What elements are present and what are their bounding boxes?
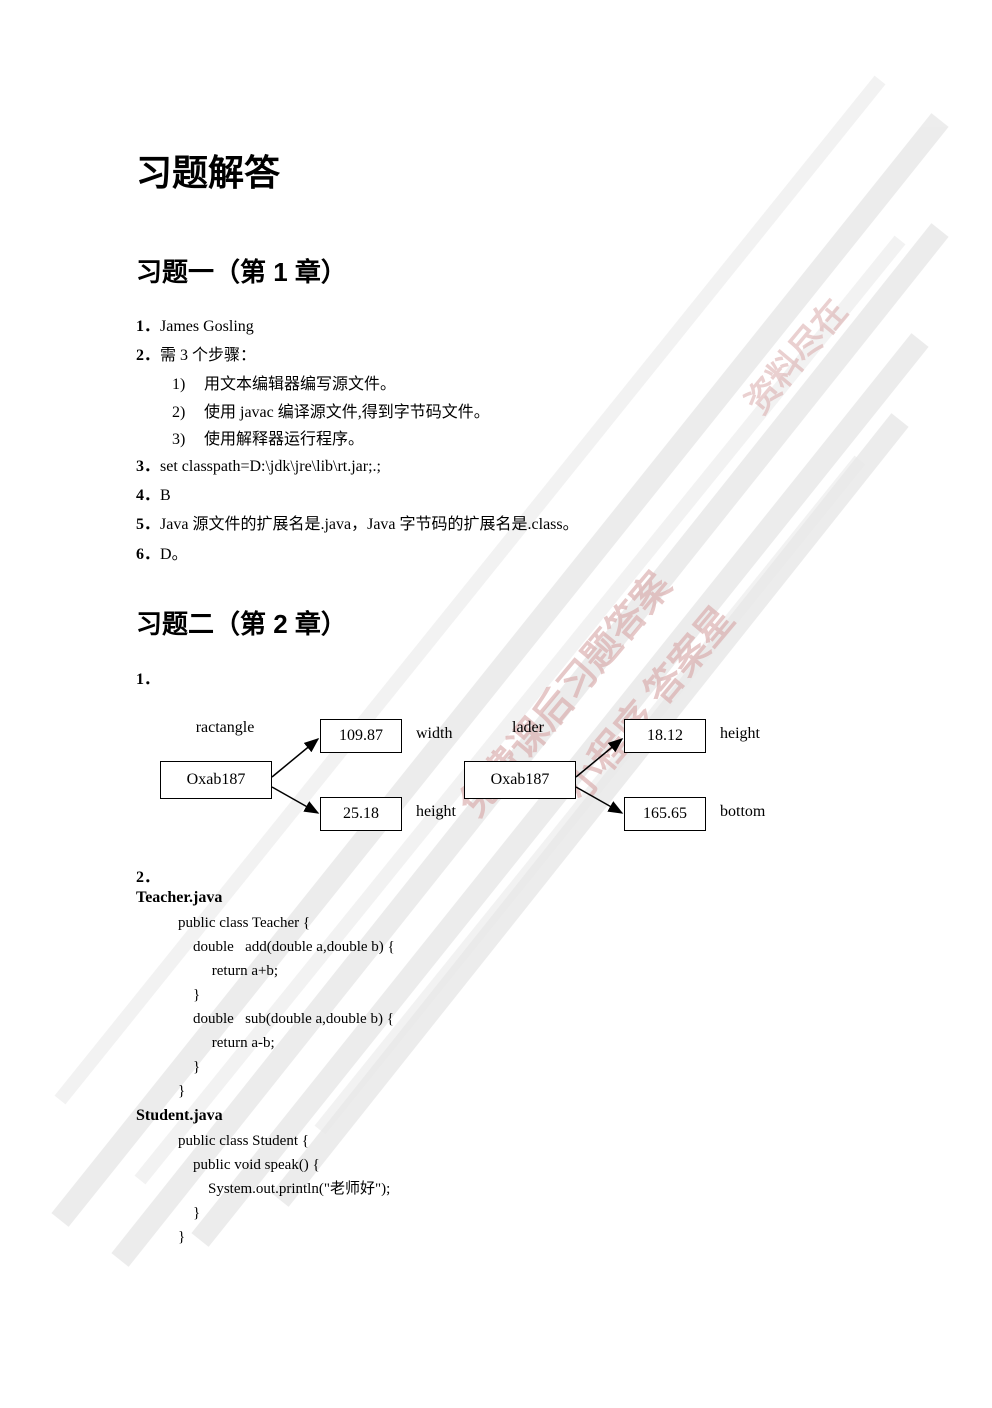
main-title: 习题解答 [136, 144, 864, 196]
list-item: 1． James Gosling [136, 313, 864, 340]
diagram-label: ractangle [180, 719, 270, 737]
sub-text: 用文本编辑器编写源文件。 [204, 371, 396, 398]
item-number: 5． [136, 511, 160, 538]
diagram-box: Oxab187 [160, 761, 272, 799]
list-item: 6． D。 [136, 541, 864, 568]
item-number: 3． [136, 453, 160, 480]
teacher-code: public class Teacher { double add(double… [178, 911, 864, 1103]
diagram-value-label: bottom [720, 803, 765, 821]
diagram-value-label: height [416, 803, 456, 821]
teacher-heading: Teacher.java [136, 889, 864, 907]
sub-item: 3) 使用解释器运行程序。 [172, 426, 864, 453]
section1-title: 习题一（第 1 章） [136, 252, 864, 289]
item-text: James Gosling [160, 313, 864, 340]
page-content: 习题解答 习题一（第 1 章） 1． James Gosling 2． 需 3 … [0, 0, 992, 1249]
list-item: 5． Java 源文件的扩展名是.java，Java 字节码的扩展名是.clas… [136, 511, 864, 538]
diagram: ractangle Oxab187 109.87 width 25.18 hei… [160, 705, 880, 835]
item-text: B [160, 482, 864, 509]
diagram-value-box: 18.12 [624, 719, 706, 753]
sub-text: 使用 javac 编译源文件,得到字节码文件。 [204, 399, 490, 426]
item-text: 需 3 个步骤： [160, 342, 864, 369]
sub-number: 3) [172, 426, 204, 453]
section2-title: 习题二（第 2 章） [136, 604, 864, 641]
item-number: 4． [136, 482, 160, 509]
item-text: set classpath=D:\jdk\jre\lib\rt.jar;.; [160, 453, 864, 480]
diagram-label: lader [498, 719, 558, 737]
item-text: Java 源文件的扩展名是.java，Java 字节码的扩展名是.class。 [160, 511, 864, 538]
diagram-value-label: height [720, 725, 760, 743]
item-number: 1． [136, 313, 160, 340]
student-code: public class Student { public void speak… [178, 1129, 864, 1249]
diagram-box: Oxab187 [464, 761, 576, 799]
diagram-value-label: width [416, 725, 452, 743]
student-heading: Student.java [136, 1107, 864, 1125]
sub-number: 2) [172, 399, 204, 426]
sub-item: 2) 使用 javac 编译源文件,得到字节码文件。 [172, 399, 864, 426]
list-item: 3． set classpath=D:\jdk\jre\lib\rt.jar;.… [136, 453, 864, 480]
diagram-value-box: 109.87 [320, 719, 402, 753]
sub-list: 1) 用文本编辑器编写源文件。 2) 使用 javac 编译源文件,得到字节码文… [172, 371, 864, 453]
item-number: 6． [136, 541, 160, 568]
sub-text: 使用解释器运行程序。 [204, 426, 364, 453]
diagram-value-box: 165.65 [624, 797, 706, 831]
item-text: D。 [160, 541, 864, 568]
section1-list: 1． James Gosling 2． 需 3 个步骤： 1) 用文本编辑器编写… [136, 313, 864, 568]
list-item: 2． 需 3 个步骤： [136, 342, 864, 369]
item-number: 2． [136, 342, 160, 369]
question-2-number: 2． [136, 863, 864, 887]
sub-number: 1) [172, 371, 204, 398]
diagram-value-box: 25.18 [320, 797, 402, 831]
question-1-number: 1． [136, 665, 864, 689]
sub-item: 1) 用文本编辑器编写源文件。 [172, 371, 864, 398]
list-item: 4． B [136, 482, 864, 509]
